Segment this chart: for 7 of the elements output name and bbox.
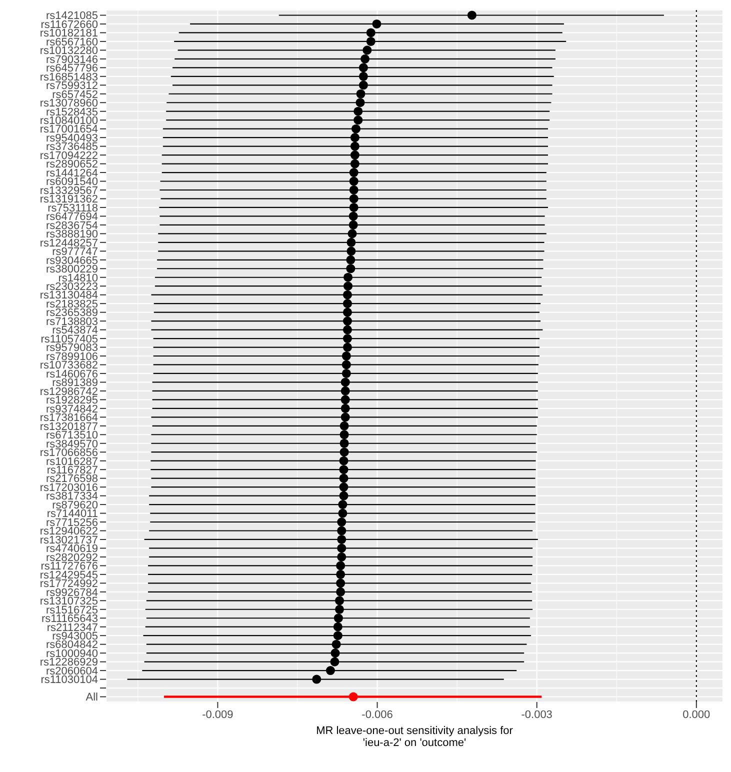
x-tick-label: -0.006 [362,708,393,721]
y-tick-label: rs11030104 [40,674,98,686]
y-tick-label: All [86,692,98,704]
x-tick-label: -0.003 [521,708,552,721]
x-tick-label: -0.009 [202,708,234,721]
x-axis-title: MR leave-one-out sensitivity analysis for 'ieu-a-2' on 'outcome' [316,725,514,749]
x-tick-label: 0.000 [682,708,710,721]
